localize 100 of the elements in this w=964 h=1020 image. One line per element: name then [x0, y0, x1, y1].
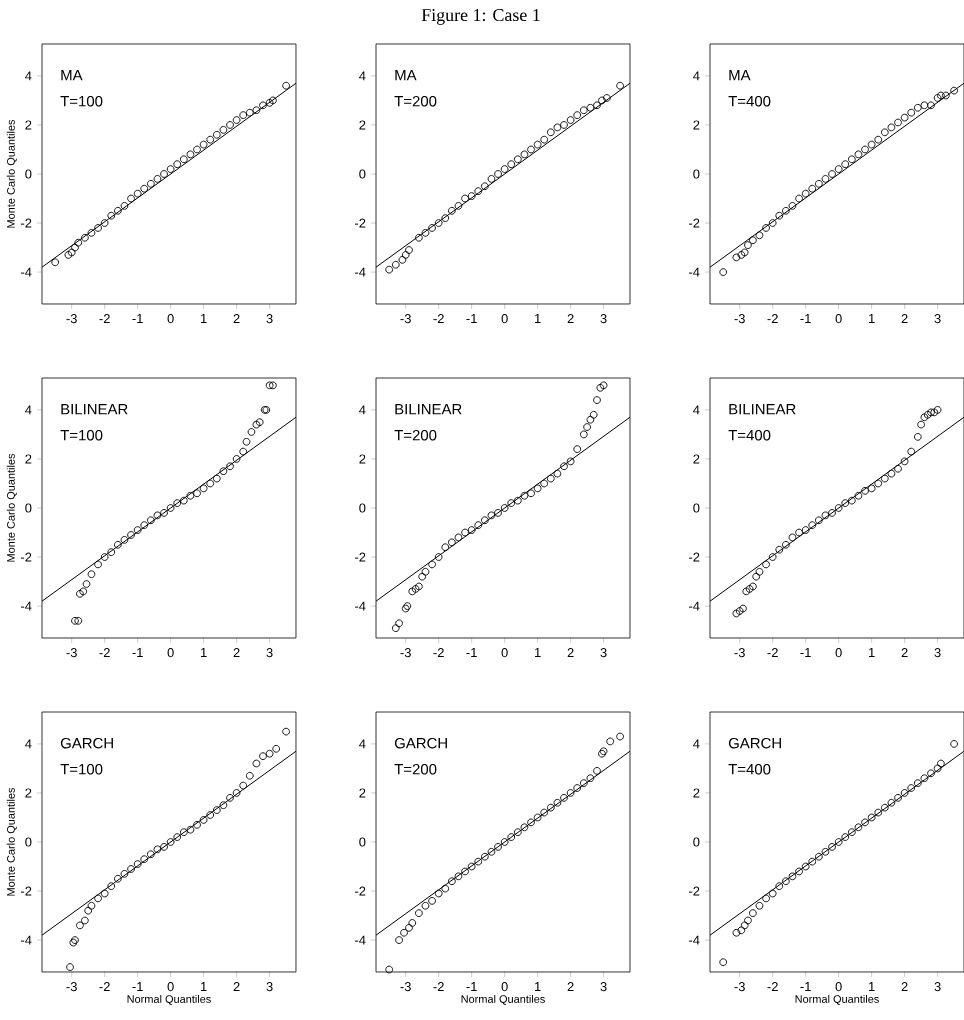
point: [795, 528, 803, 537]
point: [94, 560, 102, 569]
point: [206, 479, 214, 488]
point: [828, 509, 836, 517]
point: [841, 499, 849, 507]
point: [494, 843, 502, 851]
point: [474, 521, 482, 530]
point: [781, 540, 790, 549]
point: [719, 268, 727, 276]
point: [867, 140, 876, 149]
point: [199, 816, 208, 824]
point: [212, 474, 221, 483]
point: [933, 94, 942, 102]
point: [64, 251, 73, 259]
point: [87, 570, 96, 579]
point: [212, 806, 221, 814]
point: [755, 567, 764, 576]
point: [586, 415, 595, 424]
point: [173, 833, 181, 841]
point: [441, 884, 449, 893]
point: [79, 587, 87, 596]
point: [87, 901, 96, 910]
point: [74, 616, 82, 625]
point: [232, 455, 241, 463]
point: [166, 838, 175, 846]
point: [861, 818, 869, 827]
point: [566, 457, 575, 466]
point: [740, 248, 749, 257]
point: [403, 602, 411, 610]
point: [100, 889, 109, 898]
point: [775, 882, 783, 890]
point: [583, 423, 591, 431]
point: [192, 489, 201, 498]
point: [930, 408, 938, 417]
point: [559, 121, 568, 129]
point: [573, 784, 581, 792]
point: [740, 921, 749, 930]
point: [907, 784, 915, 792]
point: [80, 916, 89, 925]
point: [917, 420, 925, 429]
point: [474, 187, 482, 196]
point: [507, 499, 515, 507]
point: [282, 81, 290, 90]
point: [69, 938, 77, 947]
point: [225, 121, 234, 129]
point: [801, 862, 810, 871]
point: [84, 906, 92, 915]
point: [887, 798, 896, 807]
point: [900, 113, 909, 122]
point: [854, 823, 863, 832]
point: [94, 894, 102, 903]
point: [75, 589, 84, 598]
point: [447, 206, 456, 215]
point: [520, 150, 529, 159]
point: [421, 567, 430, 576]
point: [239, 447, 247, 456]
point: [120, 202, 129, 210]
point: [268, 381, 277, 390]
point: [219, 801, 228, 810]
point: [762, 894, 770, 903]
point: [579, 779, 588, 787]
point: [602, 94, 611, 102]
point: [179, 496, 188, 505]
point: [66, 963, 74, 971]
point: [861, 486, 869, 495]
point: [821, 511, 830, 520]
point: [752, 572, 760, 581]
point: [219, 125, 228, 134]
point: [127, 194, 135, 203]
point: [762, 224, 770, 232]
point: [768, 553, 777, 561]
point: [232, 116, 241, 124]
point: [768, 219, 777, 227]
point: [920, 413, 929, 422]
point: [874, 808, 882, 817]
point: [854, 150, 863, 159]
point: [140, 855, 148, 864]
point: [500, 165, 509, 173]
point: [70, 616, 79, 625]
point: [245, 771, 254, 780]
point: [941, 91, 950, 100]
point: [225, 462, 234, 471]
point: [282, 727, 290, 736]
point: [500, 504, 509, 512]
point: [179, 155, 188, 164]
point: [874, 135, 882, 144]
point: [926, 101, 935, 110]
point: [907, 108, 915, 117]
point: [206, 811, 214, 819]
point: [414, 909, 423, 917]
point: [385, 265, 393, 274]
point: [900, 789, 909, 797]
point: [847, 828, 856, 837]
point: [900, 457, 909, 466]
point: [252, 106, 261, 115]
point: [192, 820, 201, 829]
point: [893, 118, 902, 127]
point: [247, 428, 256, 436]
point: [401, 251, 410, 259]
point: [513, 155, 522, 164]
